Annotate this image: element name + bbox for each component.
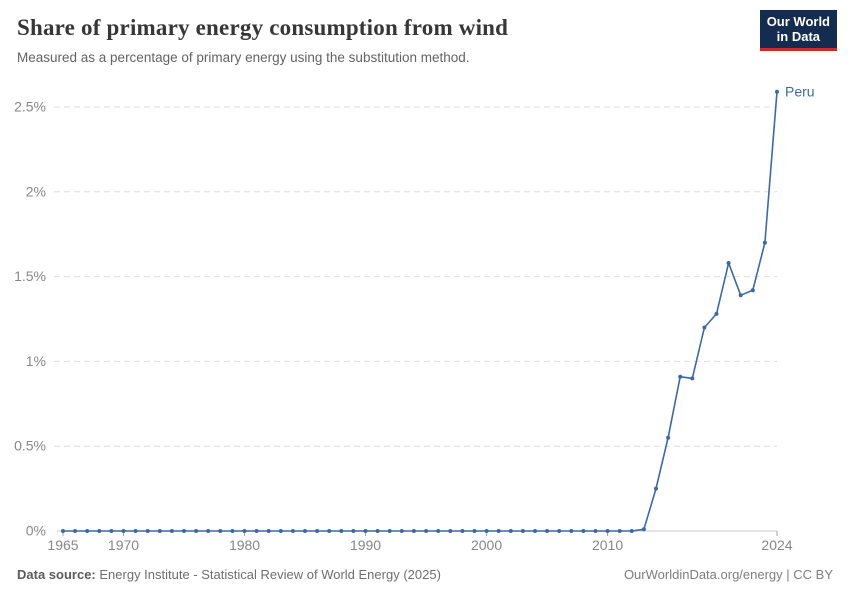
data-point[interactable] xyxy=(617,529,622,533)
data-point[interactable] xyxy=(666,435,671,440)
data-point[interactable] xyxy=(387,529,392,533)
data-point[interactable] xyxy=(605,529,610,533)
data-point[interactable] xyxy=(145,529,150,533)
data-point[interactable] xyxy=(520,529,525,533)
data-point[interactable] xyxy=(194,529,199,533)
data-point[interactable] xyxy=(351,529,356,533)
data-point[interactable] xyxy=(182,529,186,533)
data-point[interactable] xyxy=(472,529,477,533)
data-point[interactable] xyxy=(750,288,755,293)
x-tick-label: 2000 xyxy=(471,537,502,553)
data-point[interactable] xyxy=(496,529,501,533)
data-point[interactable] xyxy=(266,529,271,533)
data-point[interactable] xyxy=(702,325,707,330)
data-point[interactable] xyxy=(629,529,634,533)
data-point[interactable] xyxy=(339,529,344,533)
license-note: OurWorldinData.org/energy | CC BY xyxy=(623,567,833,582)
data-point[interactable] xyxy=(436,529,441,533)
data-point[interactable] xyxy=(73,529,78,533)
data-point[interactable] xyxy=(424,529,429,533)
data-point[interactable] xyxy=(775,89,779,94)
data-point[interactable] xyxy=(569,529,574,533)
chart-subtitle: Measured as a percentage of primary ener… xyxy=(17,49,470,65)
line-chart-plot-area[interactable]: 0% 0.5% 1% 1.5% 2% 2.5% 1965 1970 1980 1990 2000 20… xyxy=(0,85,850,560)
data-point[interactable] xyxy=(533,529,537,533)
y-tick-label: 2.5% xyxy=(14,99,46,115)
data-point[interactable] xyxy=(762,240,767,245)
data-point[interactable] xyxy=(218,529,223,533)
x-tick-label: 2010 xyxy=(592,537,623,553)
y-tick-label: 0% xyxy=(26,523,46,539)
data-point[interactable] xyxy=(399,529,404,533)
data-point[interactable] xyxy=(85,529,90,533)
data-point[interactable] xyxy=(508,529,513,533)
data-point[interactable] xyxy=(448,529,453,533)
data-point[interactable] xyxy=(121,529,126,533)
owid-logo-line2: in Data xyxy=(776,28,821,44)
data-point[interactable] xyxy=(242,529,247,533)
data-point[interactable] xyxy=(581,529,586,533)
data-point[interactable] xyxy=(714,311,719,316)
data-point[interactable] xyxy=(726,261,731,265)
data-point[interactable] xyxy=(460,529,465,533)
y-tick-label: 1% xyxy=(26,353,46,369)
data-line[interactable] xyxy=(62,90,778,532)
x-tick-label: 1990 xyxy=(350,537,381,553)
data-source: Data source: Energy Institute - Statisti… xyxy=(17,567,441,582)
chart-title: Share of primary energy consumption from… xyxy=(17,15,509,40)
x-tick-label: 1980 xyxy=(229,537,260,553)
data-point[interactable] xyxy=(315,529,320,533)
data-point[interactable] xyxy=(109,529,114,533)
y-tick-label: 2% xyxy=(26,183,46,199)
data-point[interactable] xyxy=(278,529,283,533)
data-point[interactable] xyxy=(61,529,65,533)
chart-footer: Data source: Energy Institute - Statisti… xyxy=(17,567,833,582)
data-point[interactable] xyxy=(411,529,416,533)
series-entity-label[interactable]: Peru xyxy=(785,85,815,99)
data-point[interactable] xyxy=(641,527,646,532)
data-source-text: Energy Institute - Statistical Review of… xyxy=(99,567,441,582)
data-point[interactable] xyxy=(169,529,174,533)
data-point[interactable] xyxy=(327,529,332,533)
data-source-label: Data source: xyxy=(17,567,96,582)
owid-logo-line1: Our World xyxy=(766,14,830,29)
data-point[interactable] xyxy=(363,529,368,533)
data-point[interactable] xyxy=(678,374,683,379)
data-point[interactable] xyxy=(375,529,380,533)
data-point[interactable] xyxy=(303,529,307,533)
y-tick-label: 1.5% xyxy=(14,268,46,284)
data-point[interactable] xyxy=(654,486,658,491)
data-point[interactable] xyxy=(557,529,562,533)
owid-logo: Our World in Data xyxy=(759,10,837,51)
data-point[interactable] xyxy=(484,529,489,533)
data-point[interactable] xyxy=(545,529,550,533)
data-point[interactable] xyxy=(290,529,295,533)
x-tick-label: 1970 xyxy=(108,537,139,553)
data-point[interactable] xyxy=(593,529,598,533)
x-tick-label: 2024 xyxy=(761,537,792,553)
data-point[interactable] xyxy=(206,529,211,533)
chart-header: Share of primary energy consumption from… xyxy=(17,10,837,66)
data-point[interactable] xyxy=(254,529,259,533)
data-point[interactable] xyxy=(690,376,695,381)
data-point[interactable] xyxy=(133,529,138,533)
data-point[interactable] xyxy=(97,529,102,533)
y-tick-label: 0.5% xyxy=(14,438,46,454)
data-point[interactable] xyxy=(157,529,162,533)
data-point[interactable] xyxy=(230,529,235,533)
x-tick-label: 1965 xyxy=(47,537,78,553)
data-point[interactable] xyxy=(738,293,743,298)
